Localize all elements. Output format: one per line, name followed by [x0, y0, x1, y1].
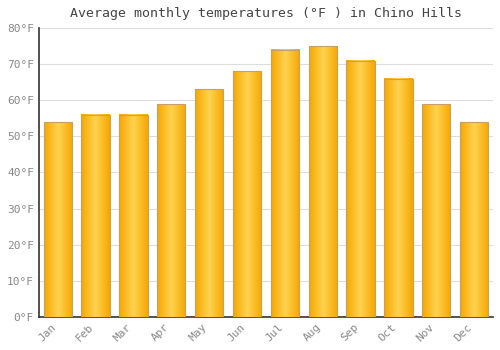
Title: Average monthly temperatures (°F ) in Chino Hills: Average monthly temperatures (°F ) in Ch… — [70, 7, 462, 20]
Bar — [82, 115, 110, 317]
Bar — [346, 61, 375, 317]
Bar — [157, 104, 186, 317]
Bar — [270, 50, 299, 317]
Bar — [119, 115, 148, 317]
Bar — [195, 89, 224, 317]
Bar — [384, 79, 412, 317]
Bar — [233, 71, 261, 317]
Bar — [460, 122, 488, 317]
Bar — [308, 46, 337, 317]
Bar — [44, 122, 72, 317]
Bar — [422, 104, 450, 317]
